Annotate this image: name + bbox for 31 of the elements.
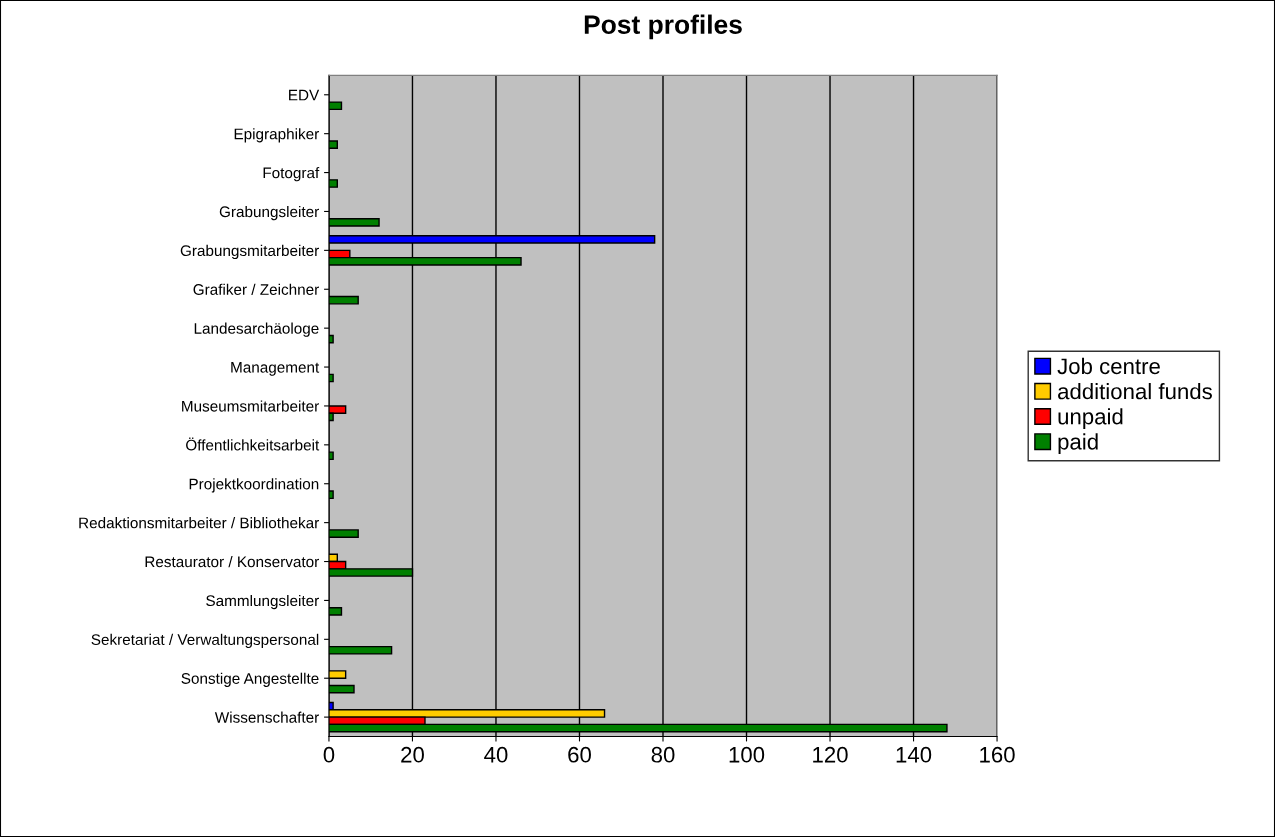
y-tick-label: Sammlungsleiter <box>206 594 319 610</box>
x-tick-label: 120 <box>813 746 848 763</box>
x-tick-label: 0 <box>323 746 335 763</box>
y-tick-label: Museumsmitarbeiter <box>182 400 319 412</box>
y-tick-label: Epigraphiker <box>234 128 319 143</box>
y-tick-label: Redaktionsmitarbeiter / Bibliothekar <box>79 517 319 529</box>
y-tick-label: Sonstige Angestellte <box>181 672 319 687</box>
legend-label: unpaid <box>1058 408 1123 429</box>
legend-label: paid <box>1058 433 1098 455</box>
y-tick-label: Grafiker / Zeichner <box>193 283 319 295</box>
y-tick-label: Landesarchäologe <box>194 322 319 337</box>
x-tick-label: 80 <box>651 746 675 763</box>
x-tick-label: 160 <box>980 746 1015 763</box>
y-tick-label: Fotograf <box>263 167 320 182</box>
x-tick-label: 40 <box>484 746 508 763</box>
x-tick-label: 20 <box>401 746 424 763</box>
y-tick-label: Öffentlichkeitsarbeit <box>186 437 320 451</box>
y-tick-label: EDV <box>289 89 320 101</box>
y-tick-label: Management <box>231 362 320 376</box>
y-tick-label: Sekretariat / Verwaltungspersonal <box>91 633 319 649</box>
y-tick-label: Grabungsmitarbeiter <box>180 244 319 260</box>
y-tick-label: Projektkoordination <box>189 478 319 493</box>
x-tick-label: 140 <box>896 746 932 763</box>
y-tick-label: Restaurator / Konservator <box>145 555 319 568</box>
x-tick-label: 100 <box>729 746 765 763</box>
y-tick-label: Wissenschafter <box>214 711 319 723</box>
y-tick-label: Grabungsleiter <box>219 205 319 221</box>
x-tick-label: 60 <box>568 746 591 763</box>
legend-label: additional funds <box>1058 383 1212 400</box>
chart-title: Post profiles <box>584 14 742 40</box>
legend-label: Job centre <box>1057 357 1160 375</box>
